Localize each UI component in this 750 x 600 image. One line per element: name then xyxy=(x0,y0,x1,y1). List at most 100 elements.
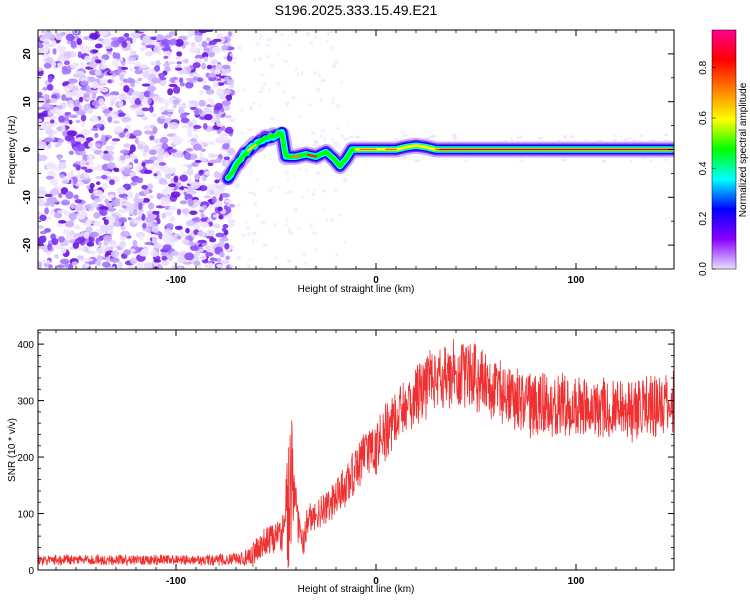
noise-speckle xyxy=(160,199,166,207)
noise-speckle xyxy=(89,182,95,189)
noise-speckle xyxy=(260,220,266,225)
noise-speckle xyxy=(162,188,170,196)
noise-speckle xyxy=(155,60,161,67)
noise-speckle xyxy=(38,235,47,244)
noise-speckle xyxy=(111,37,119,41)
noise-speckle xyxy=(203,195,212,199)
noise-speckle xyxy=(74,204,84,212)
noise-speckle xyxy=(141,83,151,87)
noise-speckle xyxy=(186,164,193,169)
noise-speckle xyxy=(217,206,223,212)
noise-speckle xyxy=(103,239,109,246)
snr-y-ticks: 0 100 200 300 400 xyxy=(17,332,674,577)
noise-speckle xyxy=(213,223,221,229)
noise-speckle xyxy=(285,170,290,176)
noise-speckle xyxy=(221,64,231,70)
noise-speckle xyxy=(335,143,341,146)
noise-speckle xyxy=(97,38,104,42)
noise-speckle xyxy=(245,225,251,230)
noise-speckle xyxy=(161,255,168,261)
noise-speckle xyxy=(112,120,120,124)
noise-speckle xyxy=(121,60,126,66)
noise-speckle xyxy=(226,79,234,85)
noise-speckle xyxy=(309,41,314,45)
noise-speckle xyxy=(106,224,115,230)
noise-speckle xyxy=(246,231,251,236)
colorbar: 0.0 0.2 0.4 0.6 0.8 Normalized spectral ampl… xyxy=(698,29,749,276)
noise-speckle xyxy=(260,73,266,77)
noise-speckle xyxy=(199,89,204,96)
noise-speckle xyxy=(300,71,304,76)
noise-speckle xyxy=(298,167,302,171)
noise-speckle xyxy=(253,238,256,241)
noise-speckle xyxy=(259,90,263,94)
noise-speckle xyxy=(315,170,321,176)
noise-speckle xyxy=(153,259,162,263)
noise-speckle xyxy=(100,87,109,93)
noise-speckle xyxy=(71,90,81,97)
noise-speckle xyxy=(79,159,86,166)
noise-speckle xyxy=(97,241,102,247)
noise-speckle xyxy=(198,249,204,253)
noise-speckle xyxy=(76,255,84,260)
noise-speckle xyxy=(168,31,178,36)
noise-speckle xyxy=(193,125,202,130)
noise-speckle xyxy=(216,257,222,263)
spectrogram-y-ticks: -20 -10 0 10 20 xyxy=(22,29,674,270)
noise-speckle xyxy=(112,51,118,59)
noise-speckle xyxy=(144,130,153,135)
noise-speckle xyxy=(54,244,64,250)
noise-speckle xyxy=(216,184,226,190)
noise-speckle xyxy=(54,143,60,148)
noise-speckle xyxy=(241,108,244,112)
noise-speckle xyxy=(38,261,43,269)
noise-speckle xyxy=(103,170,112,176)
noise-speckle xyxy=(94,260,101,266)
noise-speckle xyxy=(342,137,349,141)
noise-speckle xyxy=(164,34,173,39)
noise-speckle xyxy=(623,138,629,142)
noise-speckle xyxy=(336,103,341,108)
noise-speckle xyxy=(72,106,80,112)
noise-speckle xyxy=(203,122,208,130)
noise-speckle xyxy=(160,97,165,105)
noise-speckle xyxy=(322,79,326,83)
noise-speckle xyxy=(78,96,84,103)
noise-speckle xyxy=(165,230,174,236)
noise-speckle xyxy=(92,221,98,226)
noise-speckle xyxy=(137,77,143,82)
noise-speckle xyxy=(74,99,80,107)
noise-speckle xyxy=(93,189,104,197)
noise-speckle xyxy=(105,39,110,48)
noise-speckle xyxy=(118,93,128,101)
y-tick-label: 0 xyxy=(22,146,33,152)
noise-speckle xyxy=(316,87,321,92)
noise-speckle xyxy=(228,203,236,208)
noise-speckle xyxy=(213,110,220,115)
noise-speckle xyxy=(109,216,116,224)
noise-speckle xyxy=(72,163,79,168)
noise-speckle xyxy=(101,58,106,66)
noise-speckle xyxy=(59,258,70,265)
noise-speckle xyxy=(47,243,52,251)
noise-speckle xyxy=(38,91,43,97)
noise-speckle xyxy=(268,87,272,92)
noise-speckle xyxy=(151,236,158,244)
noise-speckle xyxy=(401,156,407,160)
noise-speckle xyxy=(123,85,130,93)
noise-speckle xyxy=(175,39,184,47)
noise-speckle xyxy=(130,104,140,108)
noise-speckle xyxy=(85,226,93,233)
noise-speckle xyxy=(95,123,103,128)
noise-speckle xyxy=(130,248,136,253)
noise-speckle xyxy=(144,125,151,130)
noise-speckle xyxy=(178,106,184,114)
noise-speckle xyxy=(60,31,66,36)
snr-panel: -100 0 100 0 100 200 300 400 Height of straigh… xyxy=(7,329,675,595)
noise-speckle xyxy=(201,62,206,70)
noise-speckle xyxy=(142,222,147,229)
noise-speckle xyxy=(123,167,131,175)
noise-speckle xyxy=(134,66,139,70)
noise-speckle xyxy=(259,266,264,269)
